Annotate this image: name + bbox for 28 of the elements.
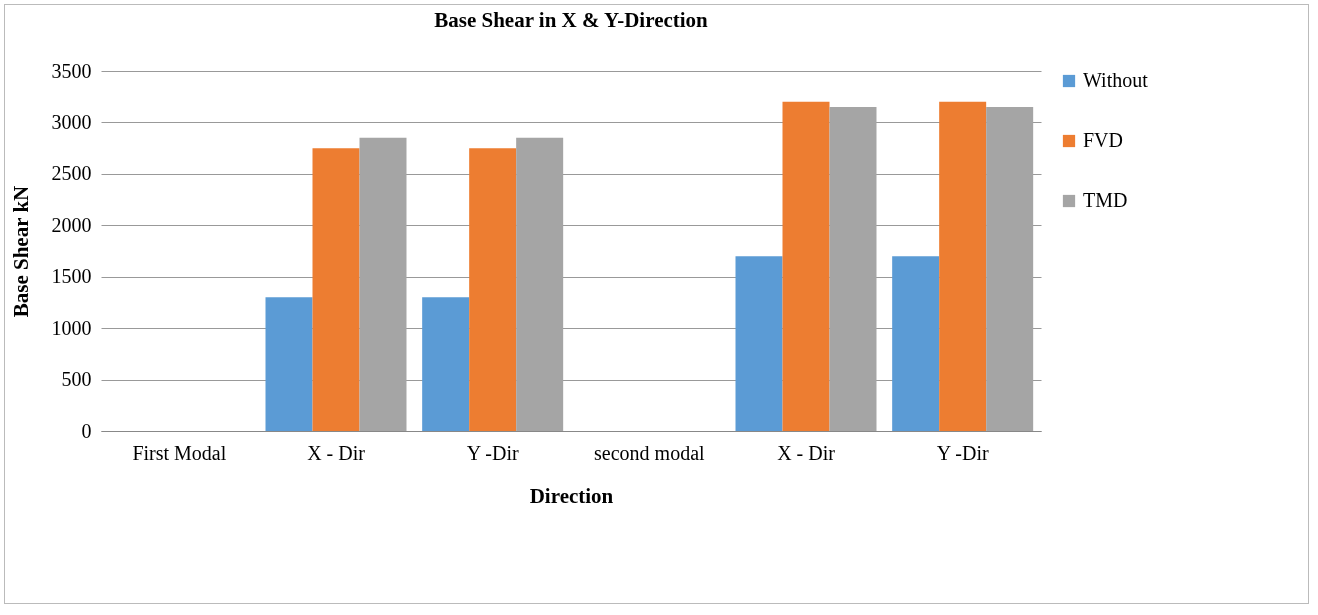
x-tick-label: X - Dir: [777, 441, 836, 464]
x-axis-title: Direction: [529, 483, 614, 508]
y-tick-label: 0: [81, 419, 92, 442]
y-tick-label: 1000: [51, 316, 92, 339]
bar: [265, 297, 313, 431]
y-tick-label: 3000: [51, 110, 92, 133]
bar: [782, 101, 830, 431]
x-tick-label: Y -Dir: [466, 441, 520, 464]
y-tick-label: 3500: [51, 59, 92, 82]
bar: [422, 297, 470, 431]
chart-title: Base Shear in X & Y-Direction: [434, 8, 709, 32]
bar: [735, 256, 783, 431]
legend-label: TMD: [1083, 189, 1128, 211]
x-tick-label: First Modal: [132, 441, 227, 464]
y-tick-label: 1500: [51, 265, 92, 288]
legend-label: FVD: [1083, 129, 1124, 151]
bar: [939, 101, 987, 431]
legend-label: Without: [1083, 69, 1149, 91]
bar: [312, 148, 360, 431]
bar: [469, 148, 517, 431]
x-tick-label: X - Dir: [307, 441, 366, 464]
x-tick-label: Y -Dir: [936, 441, 990, 464]
y-axis-title: Base Shear kN: [8, 185, 33, 318]
y-tick-label: 500: [61, 368, 92, 391]
bar: [892, 256, 940, 431]
x-tick-label: second modal: [594, 441, 706, 464]
y-tick-label: 2000: [51, 213, 92, 236]
y-tick-label: 2500: [51, 162, 92, 185]
